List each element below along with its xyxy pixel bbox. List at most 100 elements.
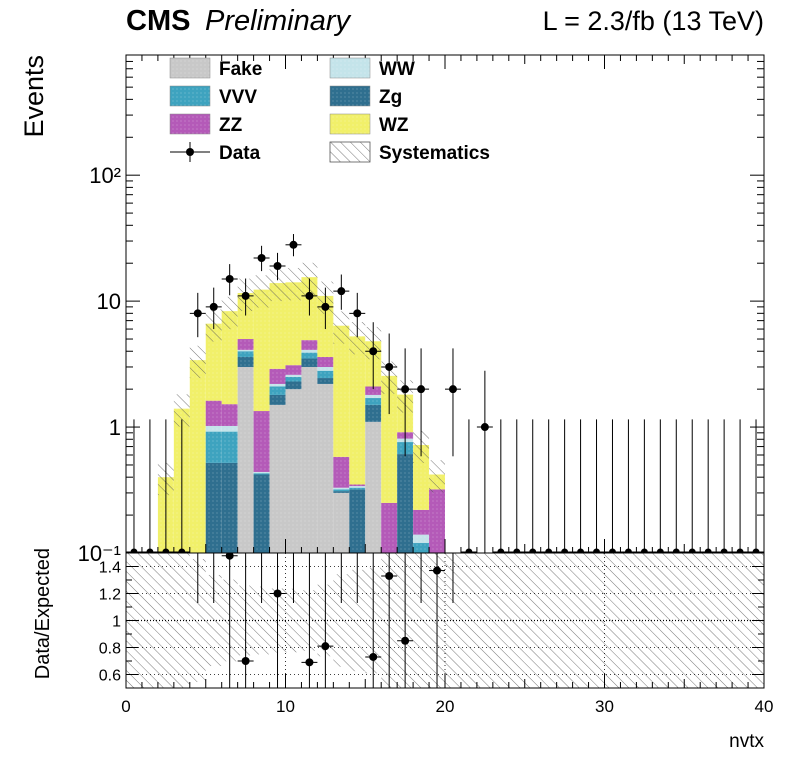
- data-point: [401, 385, 410, 394]
- ratio-point: [273, 589, 282, 598]
- stack-bar-texture: [301, 349, 318, 353]
- stack-bar-texture: [221, 311, 238, 405]
- data-point-zero: [497, 548, 505, 553]
- ratio-systematics-bin: [524, 553, 541, 688]
- stack-bar-texture: [205, 323, 222, 401]
- ratio-grid: [126, 553, 764, 688]
- ratio-systematics-bin: [668, 553, 685, 688]
- ratio-systematics-bin: [588, 553, 605, 688]
- systematics-bin: [349, 322, 366, 355]
- legend-item-zz: ZZ: [169, 113, 243, 136]
- stack-bar-texture: [221, 404, 238, 426]
- stack-bar-texture: [333, 492, 350, 553]
- stack-bar-texture: [285, 389, 302, 553]
- x-tick-label: 30: [595, 697, 614, 716]
- data-point-zero: [513, 548, 521, 553]
- stack-bar-texture: [365, 421, 382, 553]
- data-point: [241, 291, 250, 300]
- stack-bar-texture: [253, 473, 270, 475]
- top-ylabel: Events: [19, 55, 49, 138]
- ratio-systematics-bin: [189, 558, 206, 683]
- ratio-point: [225, 553, 234, 560]
- legend-item-zg: Zg: [329, 85, 402, 108]
- stack-bar-texture: [333, 489, 350, 492]
- data-point-zero: [752, 548, 760, 553]
- stack-bar-texture: [237, 366, 254, 553]
- stack-bar-texture: [301, 340, 318, 350]
- stack-bar-texture: [301, 358, 318, 367]
- ratio-point: [401, 636, 410, 645]
- data-point: [289, 240, 298, 249]
- ratio-panel: 0.6 0.8 1 1.2 1.4: [99, 552, 765, 689]
- data-point: [337, 287, 346, 296]
- stack-bar-texture: [413, 509, 430, 535]
- stack-bar-texture: [429, 489, 445, 553]
- data-point-zero: [688, 548, 696, 553]
- data-point-zero: [608, 548, 616, 553]
- legend-label: WZ: [379, 115, 409, 136]
- data-point: [209, 302, 218, 311]
- y-tick-label: 10⁻¹: [78, 541, 121, 566]
- stack-bar-texture: [221, 462, 238, 553]
- stack-bar-texture: [253, 471, 270, 474]
- y-tick-label: 1: [109, 415, 121, 440]
- legend-swatch-texture: [330, 58, 370, 78]
- stack-bar-texture: [301, 352, 318, 359]
- stack-bar-texture: [365, 386, 382, 395]
- data-point: [321, 302, 330, 311]
- stack-bar-texture: [413, 534, 430, 544]
- ratio-systematics-bin: [173, 553, 190, 688]
- stack-bar-texture: [413, 543, 430, 553]
- stack-bar-texture: [221, 431, 238, 463]
- data-point-zero: [561, 548, 569, 553]
- data-point: [369, 347, 378, 356]
- data-point: [257, 253, 266, 262]
- stack-bar-texture: [285, 365, 302, 375]
- stack-bar-texture: [285, 374, 302, 377]
- ratio-systematics-bin: [684, 553, 701, 688]
- stack-bar-texture: [269, 404, 286, 553]
- x-axis: 0 10 20 30 40: [121, 674, 773, 716]
- stack-bar-texture: [365, 394, 382, 399]
- ratio-systematics-bin: [445, 553, 461, 688]
- bottom-ylabel: Data/Expected: [32, 548, 54, 679]
- stack-bar-texture: [333, 487, 350, 490]
- stack-bar-texture: [349, 484, 366, 487]
- stack-bar-texture: [397, 454, 414, 553]
- ratio-systematics-bin: [492, 553, 509, 688]
- data-point-zero: [593, 548, 601, 553]
- y-tick-label: 10: [97, 289, 121, 314]
- systematics-bin: [173, 394, 190, 427]
- ratio-data-layer: [197, 553, 454, 688]
- top-panel: 10⁻¹ 1 10 10²: [78, 54, 765, 566]
- legend-swatch-texture: [170, 114, 210, 134]
- ratio-point: [241, 657, 250, 665]
- systematics-bin: [285, 267, 302, 301]
- stack-bar-texture: [205, 462, 222, 553]
- stack-bar-texture: [317, 366, 334, 371]
- ratio-systematics-bin: [141, 553, 158, 688]
- legend-item-wz: WZ: [329, 113, 409, 136]
- stack-bar-texture: [237, 339, 254, 350]
- stack-bar-texture: [253, 289, 270, 412]
- data-point-zero: [130, 548, 138, 553]
- data-point-zero: [672, 548, 680, 553]
- systematics-bin: [253, 275, 270, 308]
- x-tick-label: 0: [121, 697, 130, 716]
- legend-label: Systematics: [379, 143, 490, 164]
- x-tick-label: 20: [436, 697, 455, 716]
- data-point-zero: [656, 548, 664, 553]
- legend-marker: [186, 148, 194, 156]
- ratio-y-tick-label: 1.2: [99, 587, 121, 604]
- stack-bar-texture: [237, 351, 254, 357]
- legend-swatch-texture: [330, 86, 370, 106]
- legend-swatch-texture: [170, 86, 210, 106]
- legend-label: Fake: [219, 59, 262, 80]
- systematics-bin: [269, 268, 286, 302]
- stack-bar-texture: [285, 381, 302, 390]
- ratio-y-tick-label: 1.4: [99, 560, 121, 577]
- legend-item-data: Data: [170, 142, 261, 164]
- ratio-systematics-bin: [333, 574, 350, 667]
- legend-swatch-texture: [170, 58, 210, 78]
- data-point-zero: [736, 548, 744, 553]
